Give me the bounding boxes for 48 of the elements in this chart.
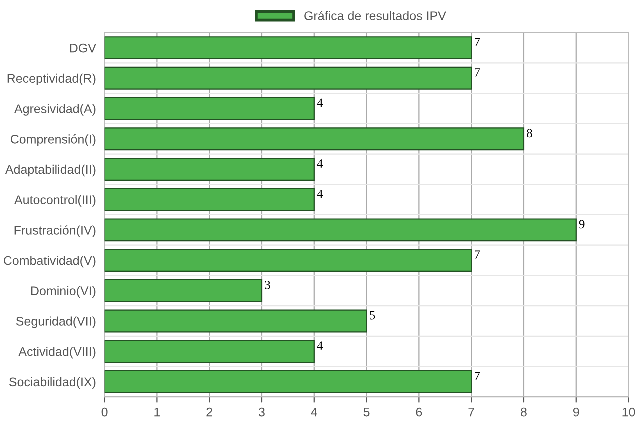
data-label: 4	[317, 342, 324, 350]
bar	[104, 97, 315, 120]
y-tick-label: Autocontrol(III)	[14, 195, 96, 207]
data-label: 4	[317, 190, 324, 198]
y-tick-label: Dominio(VI)	[32, 286, 96, 298]
bar	[104, 249, 472, 272]
x-tick-label: 6	[416, 408, 422, 417]
y-tick-label: Seguridad(VII)	[16, 316, 96, 328]
bar	[104, 218, 577, 242]
x-tick-label: 0	[102, 408, 108, 417]
y-tick-label: Adaptabilidad(II)	[5, 164, 96, 177]
bar	[104, 279, 263, 302]
legend-label: Gráfica de resultados IPV	[304, 11, 446, 20]
y-tick-label: Comprensión(I)	[10, 134, 96, 146]
x-tick-label: 2	[206, 408, 212, 417]
y-tick-label: Agresividad(A)	[14, 104, 96, 116]
data-label: 7	[475, 38, 480, 46]
bar	[104, 310, 368, 333]
bar	[104, 66, 472, 90]
y-tick-label: Sociabilidad(IX)	[9, 377, 96, 390]
bar	[104, 158, 315, 181]
data-label: 7	[475, 68, 480, 77]
bar	[104, 188, 315, 212]
data-label: 8	[527, 129, 532, 138]
x-tick-label: 10	[622, 408, 636, 417]
x-tick-label: 5	[364, 408, 370, 417]
bar	[104, 36, 472, 60]
bar	[104, 340, 315, 364]
data-label: 7	[475, 372, 480, 380]
data-label: 4	[317, 160, 324, 168]
bar	[104, 128, 525, 151]
y-tick-label: DGV	[70, 44, 96, 53]
x-tick-label: 4	[311, 408, 318, 417]
y-tick-label: Actividad(VIII)	[18, 347, 96, 359]
y-tick-label: Combatividad(V)	[4, 256, 96, 268]
y-tick-label: Frustración(IV)	[14, 226, 96, 238]
x-tick-label: 8	[521, 408, 527, 417]
data-label: 7	[475, 250, 480, 259]
data-label: 9	[579, 220, 585, 229]
x-tick-label: 9	[573, 408, 580, 417]
x-tick-label: 7	[468, 408, 474, 417]
y-tick-label: Receptividad(R)	[8, 74, 96, 86]
x-tick-label: 1	[154, 408, 160, 417]
data-label: 3	[265, 280, 270, 290]
x-tick-label: 3	[258, 408, 265, 417]
bar	[104, 370, 472, 394]
data-label: 4	[317, 98, 324, 108]
data-label: 5	[370, 311, 376, 320]
